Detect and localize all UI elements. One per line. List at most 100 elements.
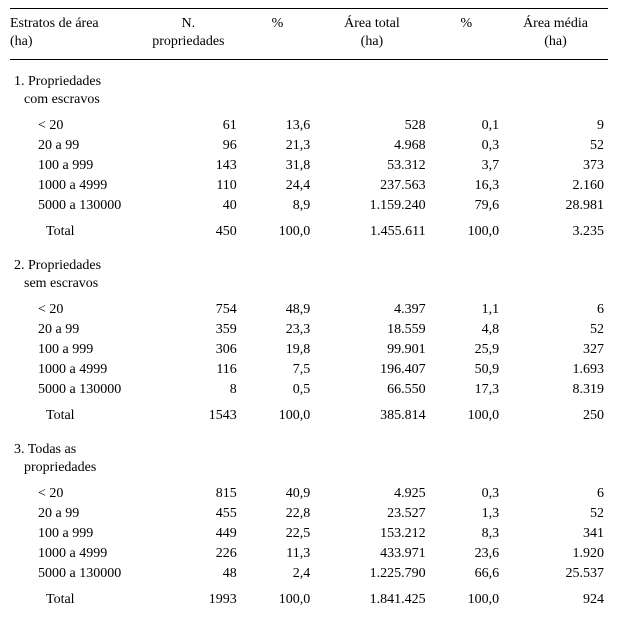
cell-avg: 6 — [503, 300, 608, 320]
cell-avg: 52 — [503, 320, 608, 340]
total-row: Total450100,01.455.611100,03.235 — [10, 216, 608, 244]
cell-pct1: 22,5 — [241, 524, 314, 544]
cell-pct2: 50,9 — [430, 360, 503, 380]
table-row: 1000 a 499922611,3433.97123,61.920 — [10, 544, 608, 564]
cell-total-area: 1.455.611 — [314, 216, 429, 244]
section-title-row: propriedades — [10, 460, 608, 484]
table-row: < 2081540,94.9250,36 — [10, 484, 608, 504]
section-title-row: sem escravos — [10, 276, 608, 300]
table-row: < 2075448,94.3971,16 — [10, 300, 608, 320]
cell-stratum: 5000 a 130000 — [10, 380, 136, 400]
cell-stratum: 20 a 99 — [10, 320, 136, 340]
cell-pct2: 8,3 — [430, 524, 503, 544]
cell-stratum: 1000 a 4999 — [10, 544, 136, 564]
cell-stratum: 5000 a 130000 — [10, 564, 136, 584]
cell-pct1: 11,3 — [241, 544, 314, 564]
cell-area: 18.559 — [314, 320, 429, 340]
cell-stratum: < 20 — [10, 300, 136, 320]
table-row: 1000 a 499911024,4237.56316,32.160 — [10, 176, 608, 196]
cell-avg: 9 — [503, 116, 608, 136]
cell-area: 433.971 — [314, 544, 429, 564]
cell-pct1: 22,8 — [241, 504, 314, 524]
cell-pct2: 16,3 — [430, 176, 503, 196]
table-row: 5000 a 130000408,91.159.24079,628.981 — [10, 196, 608, 216]
cell-total-pct2: 100,0 — [430, 216, 503, 244]
cell-total-n: 450 — [136, 216, 241, 244]
section-title-l2: sem escravos — [10, 276, 608, 300]
header-row: Estratos de área (ha) N. propriedades % … — [10, 9, 608, 60]
cell-pct1: 21,3 — [241, 136, 314, 156]
header-area-l2: (ha) — [361, 34, 384, 49]
cell-total-label: Total — [10, 216, 136, 244]
section-title-l2: com escravos — [10, 92, 608, 116]
cell-pct1: 23,3 — [241, 320, 314, 340]
cell-pct2: 0,1 — [430, 116, 503, 136]
header-area-media: Área média (ha) — [503, 9, 608, 60]
cell-total-pct1: 100,0 — [241, 400, 314, 428]
cell-n: 754 — [136, 300, 241, 320]
cell-avg: 52 — [503, 504, 608, 524]
cell-pct1: 13,6 — [241, 116, 314, 136]
header-pct2: % — [430, 9, 503, 60]
cell-pct2: 3,7 — [430, 156, 503, 176]
cell-n: 815 — [136, 484, 241, 504]
total-row: Total1993100,01.841.425100,0924 — [10, 584, 608, 612]
header-pct2-text: % — [461, 16, 473, 31]
cell-stratum: 100 a 999 — [10, 156, 136, 176]
table-row: < 206113,65280,19 — [10, 116, 608, 136]
cell-avg: 327 — [503, 340, 608, 360]
cell-n: 61 — [136, 116, 241, 136]
header-n-l2: propriedades — [152, 34, 224, 49]
cell-pct2: 1,3 — [430, 504, 503, 524]
total-row: Total1543100,0385.814100,0250 — [10, 400, 608, 428]
table-row: 5000 a 130000482,41.225.79066,625.537 — [10, 564, 608, 584]
section-title-row: com escravos — [10, 92, 608, 116]
section-title-l2: propriedades — [10, 460, 608, 484]
cell-pct2: 0,3 — [430, 484, 503, 504]
table-row: 20 a 999621,34.9680,352 — [10, 136, 608, 156]
cell-total-n: 1993 — [136, 584, 241, 612]
table-row: 5000 a 13000080,566.55017,38.319 — [10, 380, 608, 400]
cell-area: 1.225.790 — [314, 564, 429, 584]
section-title-row: 2. Propriedades — [10, 244, 608, 276]
cell-n: 48 — [136, 564, 241, 584]
cell-pct2: 23,6 — [430, 544, 503, 564]
header-media-l1: Área média — [523, 16, 588, 31]
cell-total-avg: 924 — [503, 584, 608, 612]
cell-n: 359 — [136, 320, 241, 340]
cell-pct1: 0,5 — [241, 380, 314, 400]
cell-total-avg: 250 — [503, 400, 608, 428]
cell-stratum: 20 a 99 — [10, 504, 136, 524]
cell-area: 4.397 — [314, 300, 429, 320]
cell-n: 110 — [136, 176, 241, 196]
cell-pct1: 24,4 — [241, 176, 314, 196]
table-row: 20 a 9945522,823.5271,352 — [10, 504, 608, 524]
cell-avg: 6 — [503, 484, 608, 504]
cell-n: 143 — [136, 156, 241, 176]
cell-avg: 28.981 — [503, 196, 608, 216]
table-row: 100 a 99914331,853.3123,7373 — [10, 156, 608, 176]
cell-n: 455 — [136, 504, 241, 524]
cell-pct1: 19,8 — [241, 340, 314, 360]
table-row: 100 a 99930619,899.90125,9327 — [10, 340, 608, 360]
cell-area: 23.527 — [314, 504, 429, 524]
header-estratos-l1: Estratos de área — [10, 16, 99, 31]
cell-pct1: 48,9 — [241, 300, 314, 320]
header-n-propriedades: N. propriedades — [136, 9, 241, 60]
cell-total-pct1: 100,0 — [241, 584, 314, 612]
cell-stratum: 100 a 999 — [10, 340, 136, 360]
header-area-total: Área total (ha) — [314, 9, 429, 60]
cell-stratum: < 20 — [10, 484, 136, 504]
section-title-l1: 1. Propriedades — [10, 60, 608, 93]
cell-n: 40 — [136, 196, 241, 216]
cell-total-n: 1543 — [136, 400, 241, 428]
cell-n: 306 — [136, 340, 241, 360]
table-row: 1000 a 49991167,5196.40750,91.693 — [10, 360, 608, 380]
header-media-l2: (ha) — [544, 34, 567, 49]
table-row: 20 a 9935923,318.5594,852 — [10, 320, 608, 340]
cell-stratum: 5000 a 130000 — [10, 196, 136, 216]
table-body: 1. Propriedadescom escravos< 206113,6528… — [10, 60, 608, 613]
cell-avg: 1.920 — [503, 544, 608, 564]
cell-stratum: 20 a 99 — [10, 136, 136, 156]
cell-area: 153.212 — [314, 524, 429, 544]
